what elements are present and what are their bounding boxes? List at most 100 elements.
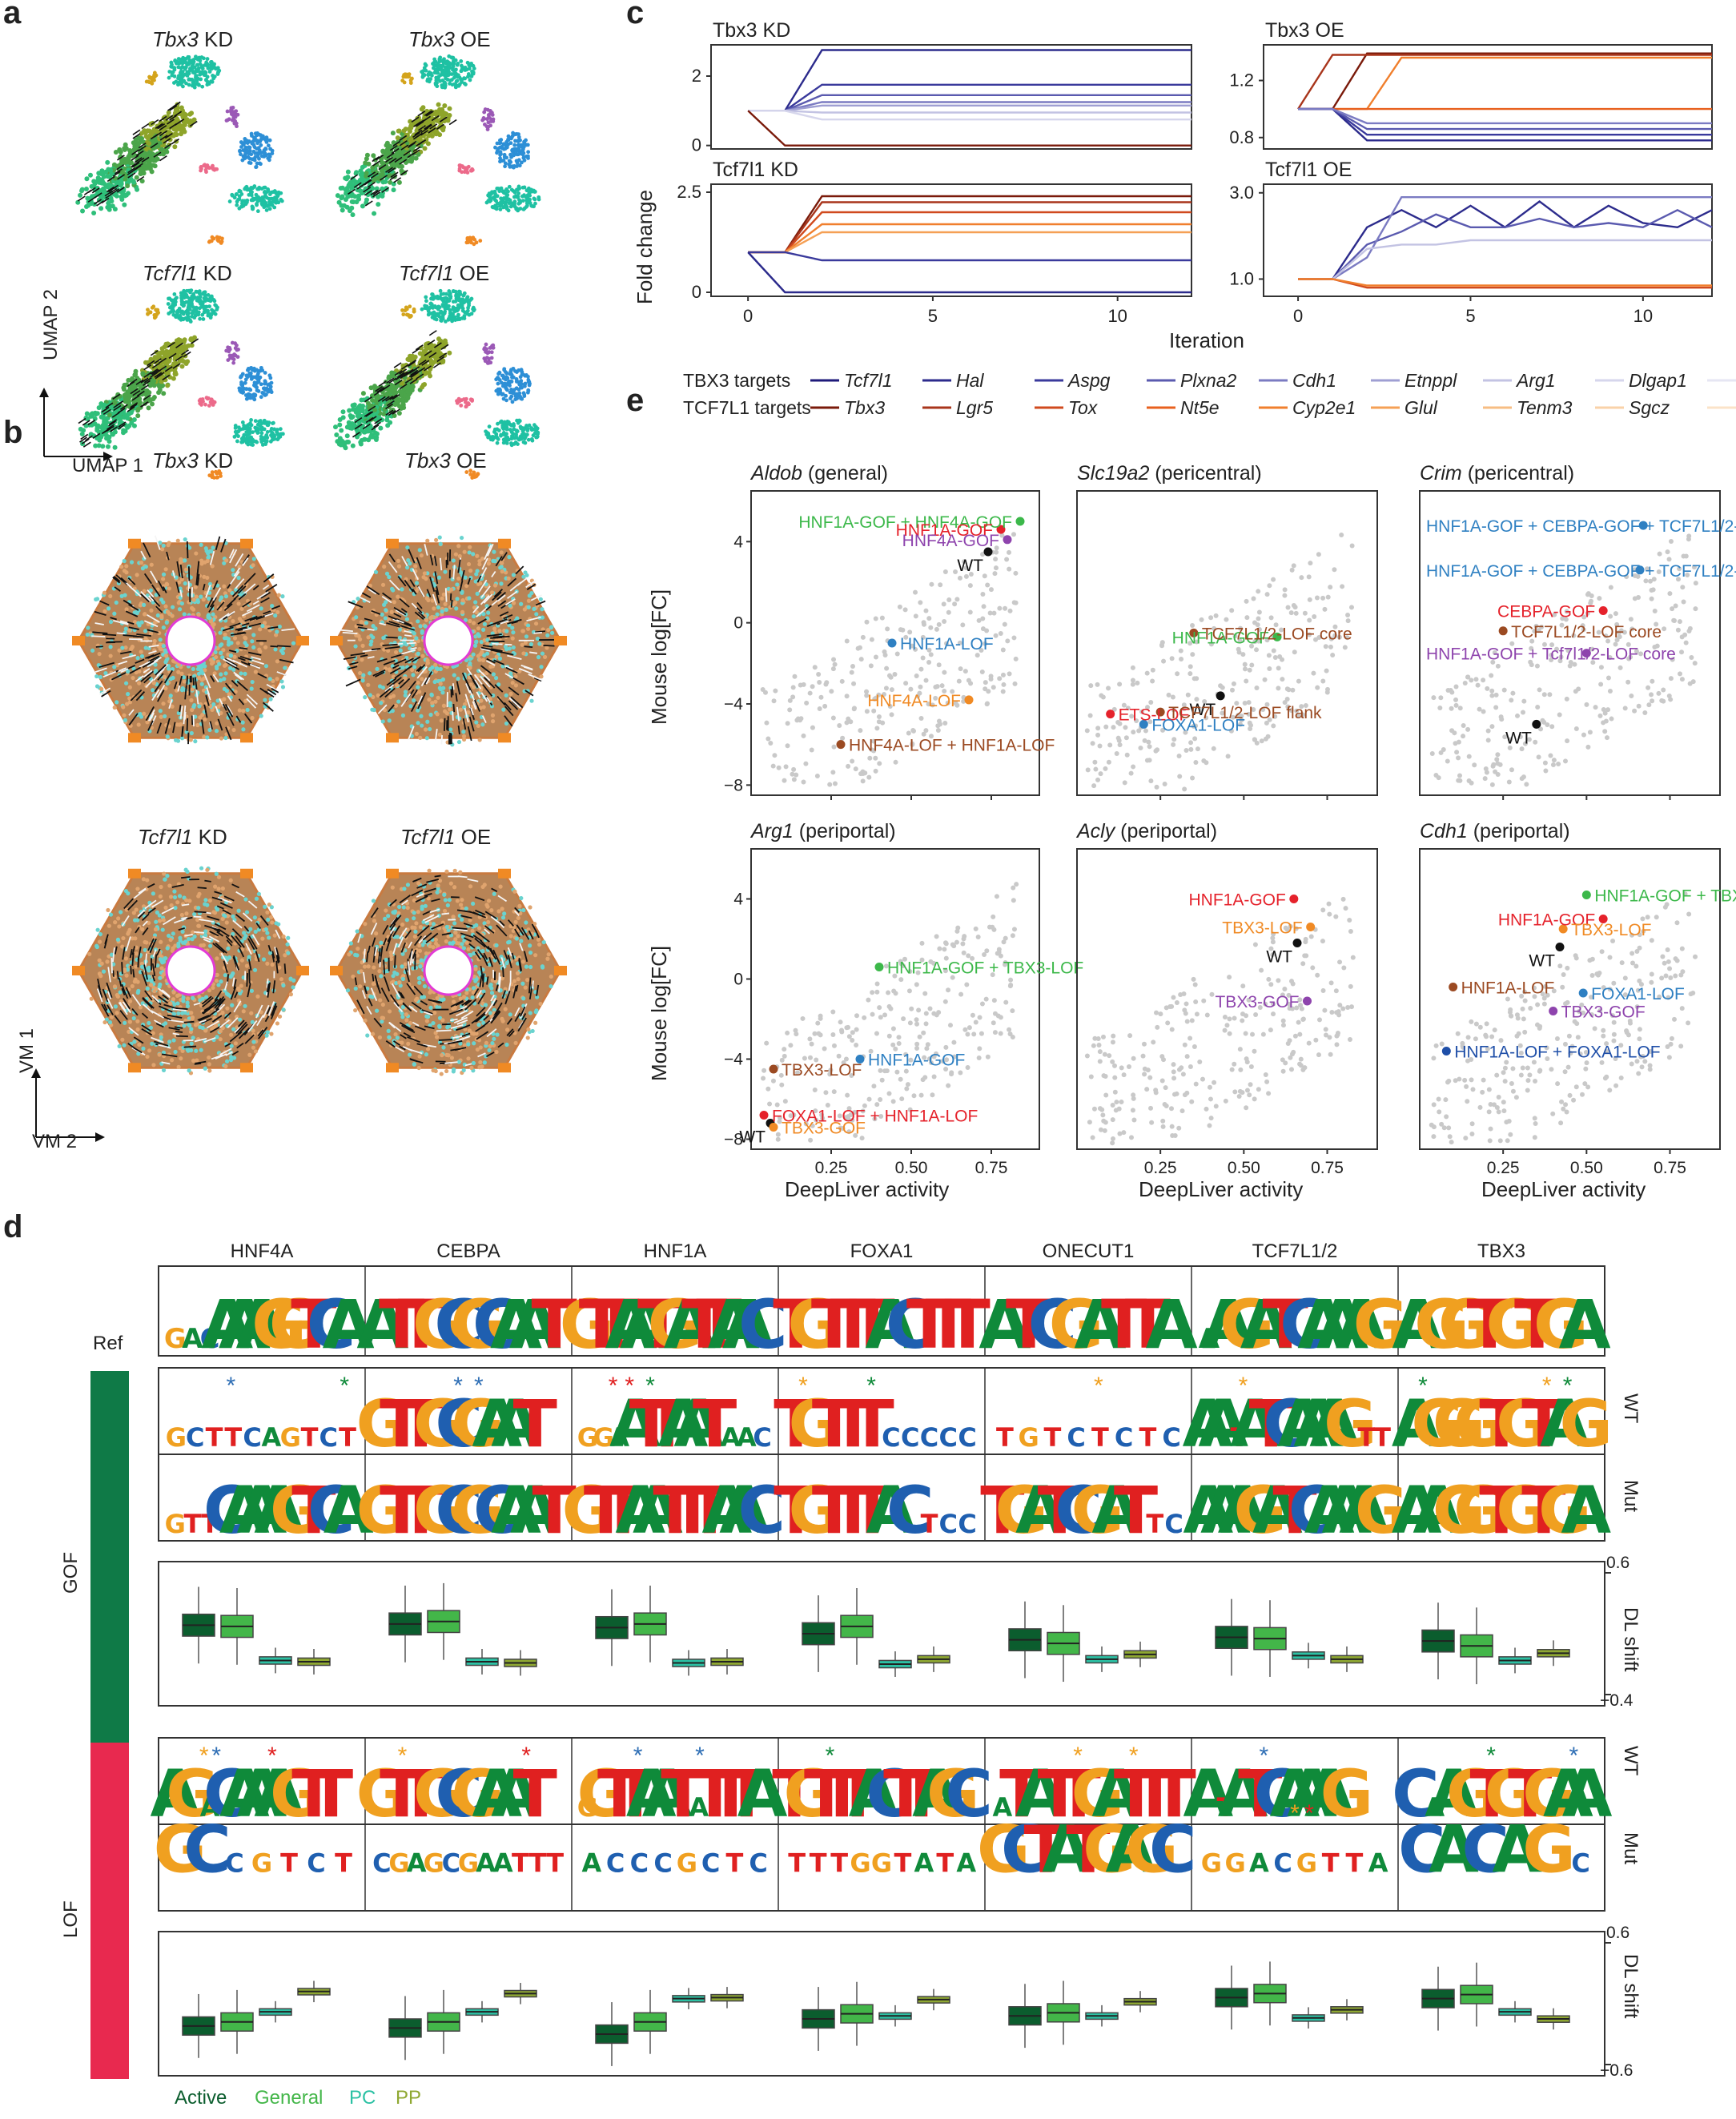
umap-cell xyxy=(157,384,163,389)
vm-cell xyxy=(280,594,285,599)
umap-cell xyxy=(516,158,521,163)
umap-cell xyxy=(482,346,487,350)
vm-cell xyxy=(251,557,256,561)
umap-cell xyxy=(410,353,416,359)
umap-cell xyxy=(407,72,412,77)
umap-cell xyxy=(466,74,470,79)
vm-cell xyxy=(251,645,256,649)
umap-cell xyxy=(235,203,239,207)
umap-cell xyxy=(462,314,467,318)
umap-cell xyxy=(203,304,207,309)
velocity-arrow xyxy=(175,119,183,126)
umap-cell xyxy=(452,307,456,312)
cluster-top xyxy=(420,54,476,90)
vm-cell xyxy=(223,735,228,741)
umap-cell xyxy=(183,361,189,367)
umap-cell xyxy=(187,119,193,124)
umap-cell xyxy=(90,194,95,199)
umap-cell xyxy=(183,57,187,62)
vm-cell xyxy=(168,694,173,698)
umap-cell xyxy=(519,368,524,372)
umap-cell xyxy=(268,376,273,380)
umap-cell xyxy=(84,411,90,416)
umap-cell xyxy=(263,442,268,447)
umap-cell xyxy=(185,295,190,300)
umap-cell xyxy=(451,67,455,72)
umap-cell xyxy=(179,66,183,70)
umap-cell xyxy=(171,133,176,139)
umap-cell xyxy=(278,427,283,432)
umap-cell xyxy=(342,440,348,445)
velocity-arrow xyxy=(163,138,171,144)
vm-cell xyxy=(239,606,244,611)
umap-cell xyxy=(525,427,530,431)
umap-cell xyxy=(211,76,216,81)
vm-cell xyxy=(223,594,229,599)
umap-cell xyxy=(463,65,468,70)
vm-cell xyxy=(283,665,287,670)
vm-cell xyxy=(160,547,165,552)
umap-cell xyxy=(340,415,346,420)
umap-cell xyxy=(259,421,264,425)
umap-cell xyxy=(521,155,526,159)
umap-cell xyxy=(145,135,151,141)
umap-cell xyxy=(263,436,267,440)
umap-cell xyxy=(265,423,270,428)
umap-cell xyxy=(214,304,219,308)
umap-cell xyxy=(117,147,123,152)
umap-cell xyxy=(500,392,504,397)
umap-cell xyxy=(455,62,460,67)
vm-cell xyxy=(211,612,215,617)
vm-cell xyxy=(253,669,258,674)
umap-cell xyxy=(163,351,169,356)
vm-cell xyxy=(232,654,237,659)
umap-cell xyxy=(187,300,192,305)
umap-cell xyxy=(454,71,459,76)
umap-cell xyxy=(124,396,130,402)
umap-cell xyxy=(176,337,182,343)
umap-cell xyxy=(268,147,272,151)
umap-cell xyxy=(433,67,438,72)
umap-cell xyxy=(146,405,151,411)
velocity-arrow xyxy=(116,187,125,193)
umap-cell xyxy=(494,199,499,203)
umap-cell xyxy=(528,193,532,198)
umap-cell xyxy=(252,185,256,189)
umap-cell xyxy=(263,190,267,194)
umap-cell xyxy=(420,307,424,312)
umap-cell xyxy=(166,302,171,306)
vm-cell xyxy=(195,722,200,728)
umap-cell xyxy=(487,360,492,365)
umap-cell xyxy=(227,349,231,354)
umap-cell xyxy=(514,432,518,436)
vm-cell xyxy=(155,613,160,618)
umap-cell xyxy=(256,380,261,384)
umap-cell xyxy=(135,413,141,419)
umap-cell xyxy=(428,346,434,352)
umap-cell xyxy=(349,199,355,204)
umap-cell xyxy=(179,105,184,111)
umap-cell xyxy=(250,157,255,162)
umap-cell xyxy=(459,300,464,305)
vm-cell xyxy=(108,645,113,649)
umap-cell xyxy=(390,131,396,136)
vm-cell xyxy=(227,692,231,697)
umap-cell xyxy=(347,408,352,413)
umap-cell xyxy=(237,197,242,202)
umap-cell xyxy=(360,203,365,209)
umap-cell xyxy=(227,345,231,350)
vm-cell xyxy=(161,702,166,706)
umap-cell xyxy=(334,432,340,437)
umap-cell xyxy=(432,57,437,62)
velocity-arrow xyxy=(116,155,125,161)
umap-cell xyxy=(443,74,448,78)
umap-cell xyxy=(241,148,246,152)
umap-cell xyxy=(431,305,436,309)
umap-cell xyxy=(280,432,285,436)
umap-cell xyxy=(152,313,157,317)
velocity-arrow xyxy=(83,189,92,195)
umap-cell xyxy=(491,190,496,195)
umap-cell xyxy=(207,239,211,244)
umap-cell xyxy=(240,420,245,424)
velocity-arrow xyxy=(94,192,102,199)
